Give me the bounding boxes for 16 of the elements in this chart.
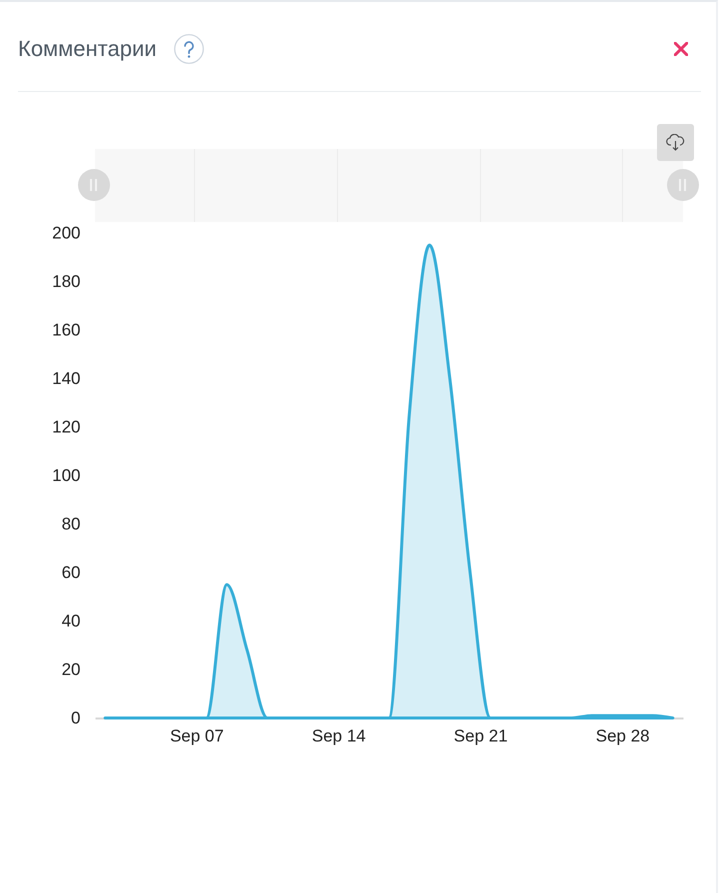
y-tick-label: 200: [52, 224, 80, 242]
y-tick-label: 100: [52, 466, 80, 485]
y-tick-label: 140: [52, 369, 80, 388]
x-tick-label: Sep 21: [454, 726, 508, 746]
x-tick-label: Sep 07: [170, 726, 224, 746]
y-tick-label: 40: [62, 612, 80, 630]
y-tick-label: 20: [62, 660, 80, 679]
x-tick-label: Sep 14: [312, 726, 366, 746]
x-tick-label: Sep 28: [596, 726, 650, 746]
y-tick-label: 160: [52, 320, 80, 340]
y-tick-label: 60: [62, 563, 80, 582]
chart-title: Комментарии: [18, 35, 157, 63]
y-tick-label: 180: [52, 272, 80, 291]
y-tick-label: 80: [62, 514, 80, 534]
y-tick-label: 0: [71, 708, 80, 728]
y-tick-label: 120: [52, 418, 80, 436]
